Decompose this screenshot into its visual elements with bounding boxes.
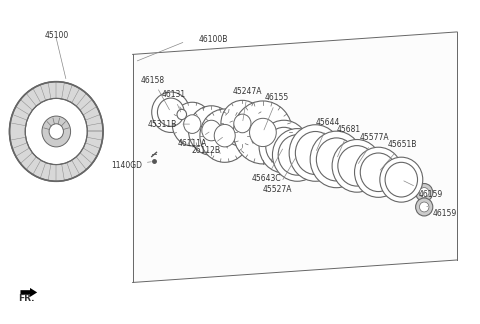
Ellipse shape: [184, 115, 201, 133]
Ellipse shape: [380, 157, 423, 202]
Text: 45644: 45644: [316, 118, 340, 150]
Text: 46158: 46158: [141, 75, 169, 110]
Text: 45247A: 45247A: [233, 87, 263, 121]
Ellipse shape: [172, 102, 212, 146]
Ellipse shape: [385, 162, 418, 197]
Polygon shape: [21, 288, 37, 297]
Text: 46100B: 46100B: [199, 35, 228, 44]
Ellipse shape: [420, 202, 429, 212]
Ellipse shape: [338, 145, 376, 186]
Ellipse shape: [310, 131, 363, 188]
Ellipse shape: [416, 183, 433, 202]
Ellipse shape: [278, 135, 316, 175]
Ellipse shape: [234, 114, 251, 133]
Text: 45643C: 45643C: [252, 149, 283, 183]
Ellipse shape: [416, 198, 433, 216]
Text: 46111A: 46111A: [178, 132, 209, 148]
Text: 46159: 46159: [404, 181, 443, 199]
Text: FR.: FR.: [18, 294, 35, 303]
Text: 45681: 45681: [337, 125, 361, 157]
Ellipse shape: [316, 138, 357, 181]
Ellipse shape: [202, 120, 221, 141]
Ellipse shape: [173, 106, 191, 123]
Ellipse shape: [360, 153, 396, 191]
Ellipse shape: [49, 124, 63, 139]
Text: 46131: 46131: [161, 90, 185, 112]
Ellipse shape: [42, 116, 71, 147]
Ellipse shape: [189, 106, 234, 155]
Ellipse shape: [221, 100, 264, 146]
Ellipse shape: [157, 98, 184, 126]
Text: 46155: 46155: [264, 93, 289, 130]
Text: 45100: 45100: [44, 30, 68, 40]
Ellipse shape: [289, 125, 342, 181]
Text: 1140GD: 1140GD: [111, 161, 151, 170]
Ellipse shape: [214, 124, 235, 147]
Ellipse shape: [295, 132, 336, 175]
Ellipse shape: [152, 92, 190, 133]
Ellipse shape: [273, 129, 322, 181]
Text: 45651B: 45651B: [380, 140, 417, 170]
Ellipse shape: [233, 101, 292, 164]
Ellipse shape: [355, 147, 402, 197]
Text: 45311B: 45311B: [148, 120, 190, 129]
Text: 26112B: 26112B: [191, 137, 223, 155]
Ellipse shape: [332, 140, 382, 192]
Ellipse shape: [420, 188, 429, 197]
Ellipse shape: [177, 109, 187, 120]
Ellipse shape: [10, 82, 103, 181]
Text: 45577A: 45577A: [359, 133, 389, 164]
Polygon shape: [132, 32, 457, 283]
Ellipse shape: [250, 118, 276, 146]
Ellipse shape: [25, 98, 87, 165]
Ellipse shape: [259, 120, 309, 173]
Text: 46159: 46159: [427, 206, 457, 218]
Text: 45527A: 45527A: [263, 157, 296, 194]
Ellipse shape: [266, 127, 302, 166]
Ellipse shape: [200, 109, 250, 162]
